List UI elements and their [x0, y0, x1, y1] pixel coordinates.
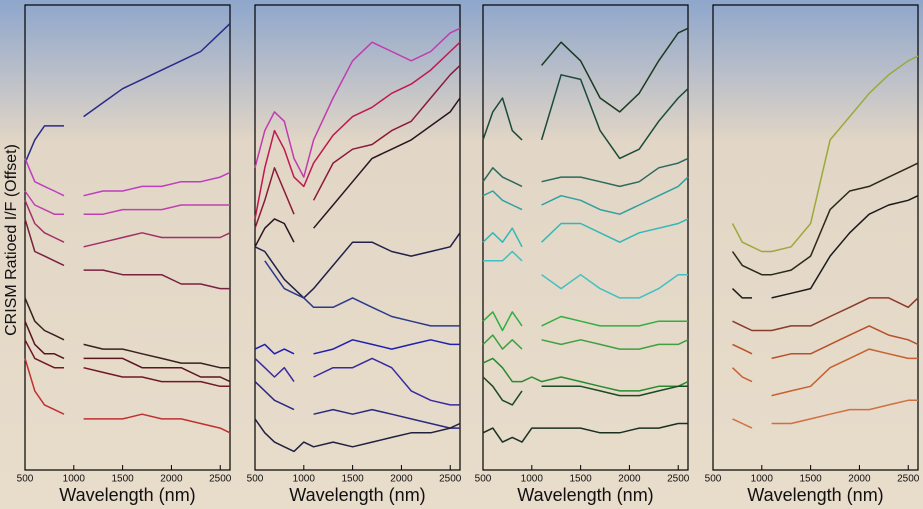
spectrum: [482, 157, 689, 188]
x-tick-label: 1000: [63, 474, 86, 485]
x-tick-label: 1000: [521, 474, 544, 485]
spectrum: [264, 260, 460, 327]
spectrum: [24, 339, 230, 388]
spectrum: [24, 297, 230, 369]
spectrum: [732, 297, 919, 332]
spectrum: [732, 399, 918, 429]
x-tick-label: 2000: [848, 474, 871, 485]
x-tick-label: 2000: [390, 474, 413, 485]
x-tick-label: 1500: [569, 474, 592, 485]
x-tick-label: 500: [17, 474, 34, 485]
x-tick-label: 500: [247, 474, 264, 485]
x-tick-label: 2000: [160, 474, 183, 485]
x-tick-label: 2500: [439, 474, 462, 485]
spectrum: [541, 27, 689, 113]
spectrum: [482, 334, 689, 350]
spectrum: [24, 190, 230, 215]
spectrum: [254, 64, 461, 229]
spectrum: [254, 41, 461, 220]
spectrum: [254, 232, 461, 299]
x-tick-label: 1000: [293, 474, 316, 485]
x-tick-label: 2000: [618, 474, 641, 485]
spectrum: [482, 176, 689, 215]
x-axis-label: Wavelength (nm): [289, 485, 425, 505]
x-axis-label: Wavelength (nm): [747, 485, 883, 505]
spectrum: [731, 348, 918, 397]
x-tick-label: 2500: [209, 474, 232, 485]
plot-frame: [254, 4, 461, 471]
plot-frame: [482, 4, 689, 471]
x-tick-label: 1500: [341, 474, 364, 485]
spectrum: [254, 418, 461, 453]
spectrum: [482, 218, 689, 248]
spectrum: [24, 218, 230, 290]
spectrum: [24, 358, 231, 434]
spectrum: [732, 325, 919, 360]
spectrum: [482, 422, 688, 443]
x-tick-label: 500: [475, 474, 492, 485]
spectrum: [24, 158, 231, 197]
x-tick-label: 2500: [897, 474, 920, 485]
x-tick-label: 1500: [111, 474, 134, 485]
plot-frame: [712, 4, 919, 471]
x-axis-label: Wavelength (nm): [517, 485, 653, 505]
spectrum: [731, 195, 919, 299]
spectrum: [254, 381, 460, 429]
spectrum: [24, 23, 231, 164]
spectrum: [482, 74, 689, 160]
x-tick-label: 1500: [799, 474, 822, 485]
x-tick-label: 500: [705, 474, 722, 485]
spectrum: [254, 97, 461, 248]
spectrum: [482, 311, 688, 332]
spectrum: [483, 250, 688, 299]
spectrum: [482, 357, 689, 392]
spectrum: [254, 357, 460, 406]
spectrum: [731, 55, 919, 253]
spectrum: [254, 27, 461, 178]
x-tick-label: 2500: [667, 474, 690, 485]
plot-frame: [24, 4, 231, 471]
spectrum: [254, 339, 460, 355]
spectrum: [24, 320, 231, 383]
x-tick-label: 1000: [751, 474, 774, 485]
x-axis-label: Wavelength (nm): [59, 485, 195, 505]
y-axis-label: CRISM Ratioed I/F (Offset): [3, 144, 20, 336]
spectrum: [482, 376, 688, 406]
spectrum: [731, 162, 919, 276]
spectrum: [24, 200, 231, 248]
